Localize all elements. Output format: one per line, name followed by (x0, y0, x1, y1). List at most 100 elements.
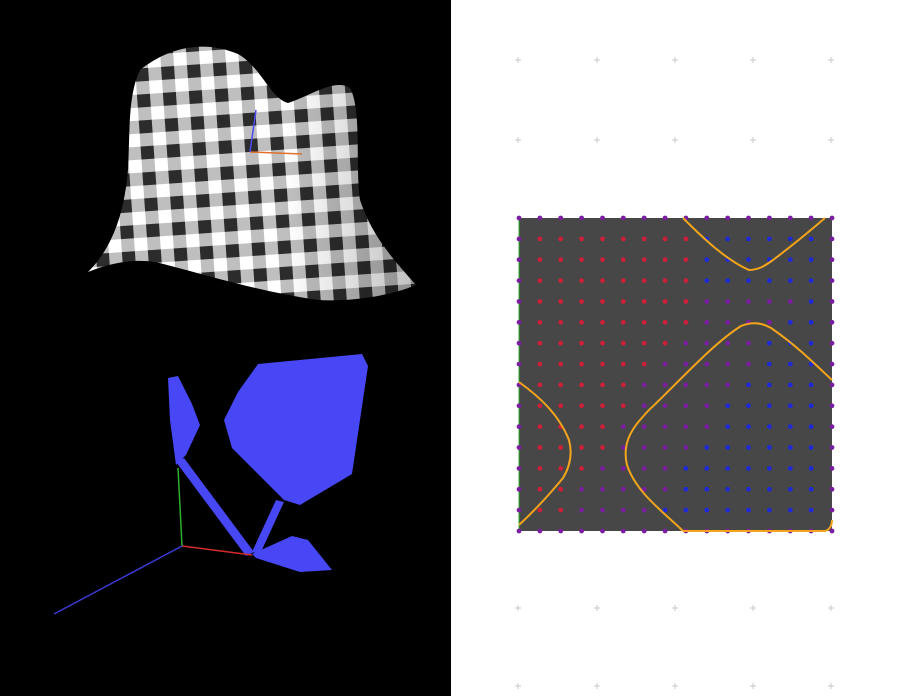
sample-point (579, 445, 584, 450)
sample-point (600, 486, 605, 492)
sample-point (746, 382, 751, 388)
sample-point (537, 382, 543, 388)
sample-point (620, 528, 626, 534)
sample-point (683, 382, 689, 388)
sample-point (537, 507, 543, 513)
sample-point (537, 361, 543, 367)
sample-point (558, 445, 564, 450)
sample-point (516, 424, 522, 430)
sample-point (662, 528, 668, 534)
sample-point (683, 278, 689, 283)
sample-point (537, 319, 543, 325)
sample-point (704, 445, 710, 450)
sample-point (579, 299, 584, 304)
sample-point (787, 236, 793, 242)
sample-point (579, 403, 584, 409)
sample-point (808, 299, 814, 304)
sample-point (579, 528, 584, 534)
sample-point (558, 215, 564, 221)
sample-point (516, 507, 522, 513)
domain-plot-area (519, 218, 832, 531)
sample-point (725, 361, 731, 367)
sample-point (662, 445, 668, 450)
sample-point (558, 507, 564, 513)
sample-point (767, 382, 772, 388)
sample-point (808, 215, 814, 221)
sample-point (662, 424, 668, 430)
axis-x-line (181, 545, 253, 556)
parameter-domain-view[interactable] (451, 0, 897, 696)
sample-point (662, 507, 668, 513)
sample-point (600, 278, 605, 283)
sample-point (829, 319, 835, 325)
sample-point (662, 382, 668, 388)
sample-point (516, 445, 522, 450)
sample-point (767, 299, 772, 304)
sample-point (641, 361, 647, 367)
sample-point (516, 403, 522, 409)
sample-point (725, 299, 731, 304)
sample-point (829, 507, 835, 513)
sample-point (662, 236, 668, 242)
sample-point (641, 528, 647, 534)
sample-point (600, 424, 605, 430)
sample-point (579, 486, 584, 492)
sample-point (787, 445, 793, 450)
sample-point (620, 361, 626, 367)
sample-point (746, 507, 751, 513)
sample-point (516, 486, 522, 492)
sample-point (641, 403, 647, 409)
sample-point (620, 445, 626, 450)
sample-point (808, 424, 814, 430)
sample-point (725, 486, 731, 492)
sample-point (725, 278, 731, 283)
surface-axis-z (249, 109, 257, 153)
sample-point (767, 486, 772, 492)
sample-point (537, 299, 543, 304)
sample-point (787, 507, 793, 513)
sample-point (516, 257, 522, 263)
sample-point (558, 382, 564, 388)
contour-bottom-right (683, 519, 833, 532)
sample-point (808, 403, 814, 409)
sample-point (787, 257, 793, 263)
sample-point (746, 236, 751, 242)
sample-point (829, 403, 835, 409)
sample-point (829, 257, 835, 263)
sample-point (767, 445, 772, 450)
sample-point (600, 299, 605, 304)
sample-point (808, 278, 814, 283)
sample-point (704, 257, 710, 263)
sample-point (704, 382, 710, 388)
sample-point (829, 236, 835, 242)
sample-point (829, 215, 835, 221)
sample-point (620, 278, 626, 283)
sample-point (725, 236, 731, 242)
sample-point (746, 486, 751, 492)
sample-point (704, 319, 710, 325)
sample-point (620, 299, 626, 304)
sample-point (600, 403, 605, 409)
sample-point (746, 445, 751, 450)
sample-point (683, 257, 689, 263)
contour-left (518, 381, 572, 526)
sample-point (683, 466, 689, 471)
sample-point (829, 382, 835, 388)
sample-point (600, 236, 605, 242)
sample-point (704, 507, 710, 513)
sample-point (600, 361, 605, 367)
sample-point (767, 236, 772, 242)
sample-point (704, 424, 710, 430)
surface-axis-x (249, 151, 303, 155)
sample-point (600, 507, 605, 513)
sample-point (829, 278, 835, 283)
sample-point (558, 319, 564, 325)
sample-point (787, 424, 793, 430)
sample-point (600, 466, 605, 471)
sample-point (579, 215, 584, 221)
contour-top (682, 217, 826, 271)
sample-point (516, 340, 522, 346)
sample-point (725, 382, 731, 388)
sample-point (746, 278, 751, 283)
3d-viewport[interactable] (0, 0, 451, 696)
